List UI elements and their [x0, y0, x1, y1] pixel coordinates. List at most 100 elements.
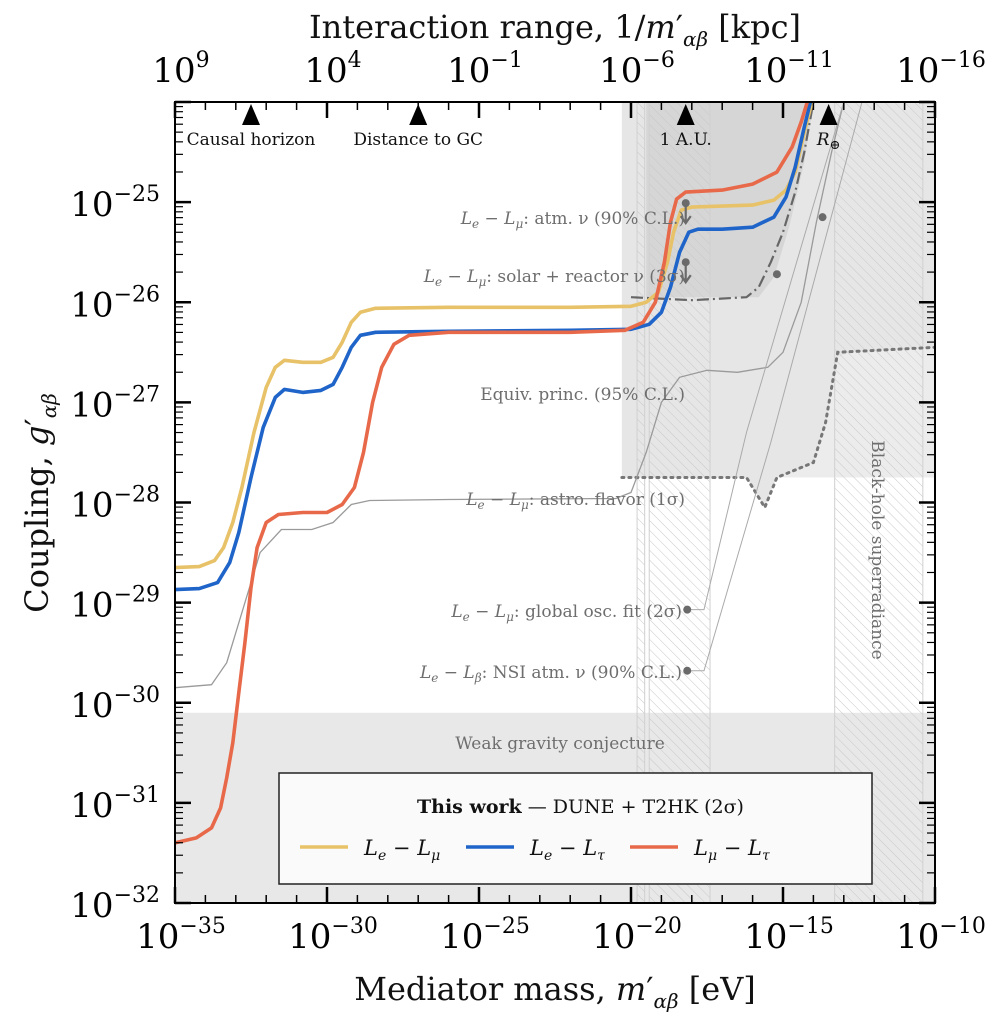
title-unit: [eV] — [679, 970, 756, 1008]
y-tick-label: 10−28 — [70, 483, 160, 526]
global-osc-fit-label: Le − Lμ: global osc. fit (2σ) — [450, 602, 682, 624]
nsi-atm-line — [688, 102, 863, 672]
prime: ′ — [18, 418, 56, 425]
y-tick-label: 10−27 — [70, 382, 160, 425]
legend-title: This work — DUNE + T2HK (2σ) — [417, 796, 744, 818]
title-var: m — [645, 8, 675, 46]
title-main: Coupling, — [18, 446, 56, 613]
x-tick-label: 10−30 — [288, 914, 378, 957]
sub: e — [544, 848, 552, 864]
minus: − — [479, 209, 504, 229]
exponent: 4 — [348, 48, 362, 73]
sub: τ — [762, 848, 770, 864]
black-hole-superradiance-label: Black-hole superradiance — [867, 440, 887, 659]
sub: e — [463, 610, 470, 624]
legend-label-2: Lμ − Lτ — [693, 836, 770, 864]
var: L — [460, 209, 472, 229]
title-sub: αβ — [654, 989, 679, 1013]
rest: : astro. flavor (1σ) — [529, 490, 685, 510]
var: L — [462, 663, 474, 683]
equivalence-principle-boundary — [620, 345, 935, 511]
series-line-2 — [175, 102, 810, 845]
exponent: −30 — [114, 683, 160, 708]
legend-title-rest: — DUNE + T2HK (2σ) — [522, 796, 744, 818]
legend: This work — DUNE + T2HK (2σ)Le − Lμ Le − … — [278, 772, 873, 885]
atm-nu-label: Le − Lμ: atm. ν (90% C.L.) — [460, 209, 685, 231]
var: L — [747, 836, 762, 860]
distance-marker-label: Distance to GC — [353, 130, 483, 150]
constraint-point — [683, 605, 692, 614]
sub: ⊕ — [830, 138, 841, 153]
var: L — [494, 602, 506, 622]
exponent: −1 — [490, 48, 522, 73]
axes: 10−35 10−30 10−25 10−20 10−15 10−1010−2510−26… — [18, 8, 986, 1013]
top-x-tick-label: 10−11 — [744, 48, 834, 91]
distance-marker-label: R⊕ — [816, 130, 841, 153]
base: 10 — [744, 51, 787, 91]
y-tick-label: 10−29 — [70, 583, 160, 626]
var: L — [416, 836, 431, 860]
var: L — [419, 663, 431, 683]
sub: e — [431, 671, 438, 685]
exponent: −25 — [483, 914, 529, 939]
series-line-1 — [175, 102, 813, 592]
top-x-tick-label: 104 — [304, 48, 361, 91]
nsi-atm-label: Le − Lβ: NSI atm. ν (90% C.L.) — [419, 663, 682, 685]
minus: − — [438, 663, 463, 683]
series-lines — [175, 102, 935, 845]
upper-limit-arrow-icon — [679, 203, 692, 226]
sub: μ — [478, 275, 486, 289]
base: 10 — [70, 285, 113, 325]
base: 10 — [70, 886, 113, 926]
y-tick-label: 10−26 — [70, 282, 160, 325]
title-main: Interaction range, 1/ — [309, 8, 646, 46]
hatched-band — [648, 102, 711, 903]
distance-marker-triangle-icon — [242, 104, 260, 125]
base: 10 — [304, 51, 347, 91]
var: L — [509, 490, 521, 510]
base: 10 — [447, 51, 490, 91]
base: 10 — [70, 686, 113, 726]
sub: μ — [708, 848, 717, 864]
distance-marker-triangle-icon — [409, 104, 428, 125]
exponent: −11 — [787, 48, 833, 73]
base: 10 — [70, 786, 113, 826]
minus: − — [386, 836, 417, 860]
exponent: −10 — [939, 914, 985, 939]
var: R — [816, 130, 830, 150]
y-tick-label: 10−30 — [70, 683, 160, 726]
exponent: −29 — [114, 583, 160, 608]
rest: : NSI atm. ν (90% C.L.) — [482, 663, 682, 683]
top-x-tick-label: 10−6 — [599, 48, 675, 91]
y-axis-title: Coupling, g′αβ — [18, 393, 61, 613]
base: 10 — [70, 185, 113, 225]
title-sub: αβ — [683, 27, 708, 51]
var: L — [466, 267, 478, 287]
title-unit: [kpc] — [708, 8, 801, 46]
sub: e — [472, 217, 479, 231]
base: 10 — [70, 486, 113, 526]
top-x-axis-title: Interaction range, 1/m′αβ [kpc] — [309, 8, 801, 51]
exponent: −32 — [114, 883, 160, 908]
top-x-tick-label: 10−16 — [896, 48, 986, 91]
sub: μ — [515, 217, 523, 231]
exponent: −20 — [635, 914, 681, 939]
sub: e — [477, 498, 484, 512]
y-tick-label: 10−32 — [70, 883, 160, 926]
distance-marker-label: Causal horizon — [187, 130, 316, 150]
solar-reactor-boundary — [630, 102, 815, 302]
base: 10 — [288, 917, 331, 957]
y-tick-label: 10−31 — [70, 783, 160, 826]
sub: e — [435, 275, 442, 289]
base: 10 — [744, 917, 787, 957]
base: 10 — [592, 917, 635, 957]
exponent: −35 — [179, 914, 225, 939]
equivalence-principle-label: Equiv. princ. (95% C.L.) — [480, 385, 685, 405]
rest: : atm. ν (90% C.L.) — [523, 209, 685, 229]
hatched-band — [636, 102, 646, 903]
distance-marker-label: 1 A.U. — [660, 130, 712, 150]
x-tick-label: 10−20 — [592, 914, 682, 957]
rest: : global osc. fit (2σ) — [514, 602, 682, 622]
y-tick-label: 10−25 — [70, 182, 160, 225]
exponent: −26 — [114, 282, 160, 307]
